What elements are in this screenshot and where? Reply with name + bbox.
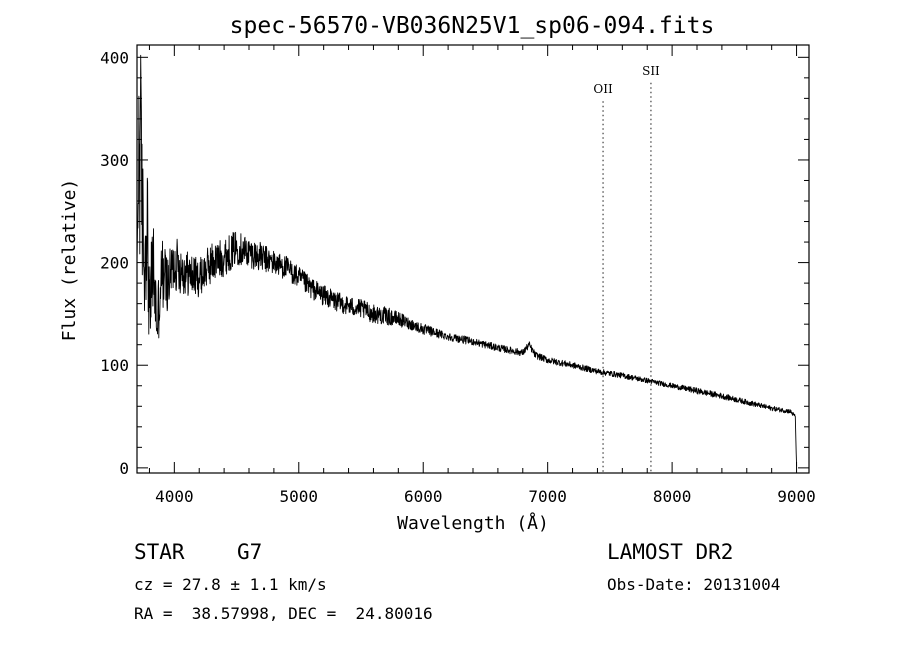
spectrum-line	[136, 54, 798, 466]
x-tick-label: 9000	[777, 487, 816, 506]
object-subclass-text: G7	[237, 540, 263, 564]
coordinates-readout: RA = 38.57998, DEC = 24.80016	[134, 604, 433, 623]
chart-title: spec-56570-VB036N25V1_sp06-094.fits	[230, 13, 715, 39]
object-class-text: STAR	[134, 540, 185, 564]
redshift-readout-text: cz = 27.8 ± 1.1 km/s	[134, 575, 327, 594]
x-tick-label: 4000	[155, 487, 194, 506]
x-tick-label: 8000	[653, 487, 692, 506]
y-tick-label: 200	[100, 254, 129, 273]
x-tick-label: 7000	[528, 487, 567, 506]
y-axis-label: Flux (relative)	[59, 179, 80, 342]
redshift-readout: cz = 27.8 ± 1.1 km/s	[134, 575, 327, 594]
y-tick-label: 300	[100, 151, 129, 170]
obs-date-text: Obs-Date: 20131004	[607, 575, 781, 594]
obs-date: Obs-Date: 20131004	[607, 575, 780, 594]
line-marker-label-sii: SII	[642, 64, 660, 78]
survey-label: LAMOST DR2	[607, 540, 733, 564]
y-tick-label: 100	[100, 356, 129, 375]
object-class: STAR	[134, 540, 185, 564]
object-subclass: G7	[237, 540, 262, 564]
y-tick-label: 400	[100, 48, 129, 67]
x-axis-label: Wavelength (Å)	[397, 512, 549, 534]
x-tick-label: 6000	[404, 487, 443, 506]
x-tick-label: 5000	[280, 487, 319, 506]
coordinates-readout-text: RA = 38.57998, DEC = 24.80016	[134, 604, 433, 623]
y-tick-label: 0	[119, 459, 129, 478]
line-marker-label-oii: OII	[593, 82, 613, 96]
survey-label-text: LAMOST DR2	[607, 540, 734, 564]
